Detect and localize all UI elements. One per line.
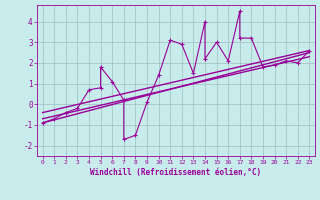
X-axis label: Windchill (Refroidissement éolien,°C): Windchill (Refroidissement éolien,°C)	[91, 168, 261, 177]
